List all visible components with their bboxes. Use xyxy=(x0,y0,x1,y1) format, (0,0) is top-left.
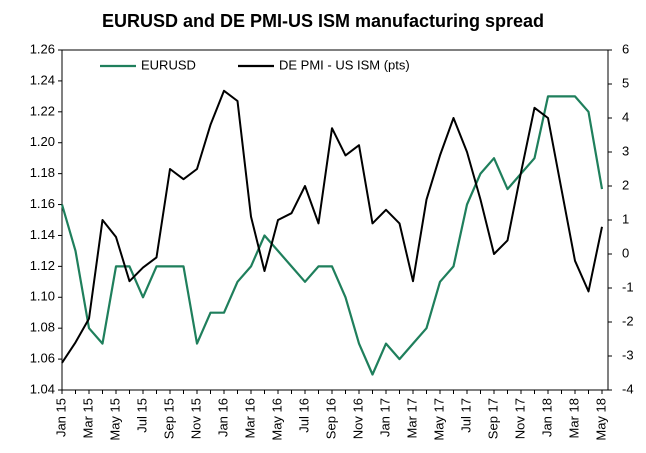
legend-label: DE PMI - US ISM (pts) xyxy=(279,57,410,72)
y2-tick-label: 6 xyxy=(622,41,629,56)
x-tick-label: May 17 xyxy=(431,398,446,441)
y2-tick-label: -1 xyxy=(622,279,634,294)
x-tick-label: Nov 15 xyxy=(188,398,203,439)
y-tick-label: 1.04 xyxy=(30,381,55,396)
x-tick-label: Mar 17 xyxy=(404,398,419,438)
y-tick-label: 1.12 xyxy=(30,258,55,273)
legend-label: EURUSD xyxy=(141,57,196,72)
x-tick-label: Jan 17 xyxy=(377,398,392,437)
x-tick-label: Nov 16 xyxy=(350,398,365,439)
x-tick-label: May 16 xyxy=(269,398,284,441)
x-tick-label: Jul 17 xyxy=(458,398,473,433)
series-line xyxy=(60,95,604,376)
y-tick-label: 1.22 xyxy=(30,103,55,118)
y2-tick-label: 1 xyxy=(622,211,629,226)
x-tick-label: Mar 16 xyxy=(242,398,257,438)
y2-tick-label: 0 xyxy=(622,245,629,260)
x-tick-label: Mar 18 xyxy=(566,398,581,438)
y-tick-label: 1.08 xyxy=(30,320,55,335)
y-tick-label: 1.16 xyxy=(30,196,55,211)
x-tick-label: Sep 16 xyxy=(323,398,338,439)
y2-tick-label: 4 xyxy=(622,109,629,124)
x-tick-label: Sep 17 xyxy=(485,398,500,439)
x-tick-label: Jul 16 xyxy=(296,398,311,433)
y-tick-label: 1.20 xyxy=(30,134,55,149)
y-tick-label: 1.24 xyxy=(30,72,55,87)
y-tick-label: 1.26 xyxy=(30,41,55,56)
y2-tick-label: 3 xyxy=(622,143,629,158)
x-tick-label: Nov 17 xyxy=(512,398,527,439)
y-tick-label: 1.06 xyxy=(30,351,55,366)
y-tick-label: 1.18 xyxy=(30,165,55,180)
x-tick-label: Sep 15 xyxy=(161,398,176,439)
x-tick-label: Jan 16 xyxy=(215,398,230,437)
x-tick-label: May 15 xyxy=(107,398,122,441)
y2-tick-label: 2 xyxy=(622,177,629,192)
chart-title: EURUSD and DE PMI-US ISM manufacturing s… xyxy=(102,11,544,31)
y-tick-label: 1.10 xyxy=(30,289,55,304)
x-tick-label: Jan 18 xyxy=(539,398,554,437)
x-tick-label: Mar 15 xyxy=(80,398,95,438)
y2-tick-label: -2 xyxy=(622,313,634,328)
plot-frame xyxy=(61,49,609,391)
x-tick-label: Jul 15 xyxy=(134,398,149,433)
y2-tick-label: -3 xyxy=(622,347,634,362)
y2-tick-label: -4 xyxy=(622,381,634,396)
series-line xyxy=(61,89,603,364)
y2-tick-label: 5 xyxy=(622,75,629,90)
x-tick-label: Jan 15 xyxy=(53,398,68,437)
y-tick-label: 1.14 xyxy=(30,227,55,242)
x-tick-label: May 18 xyxy=(593,398,608,441)
